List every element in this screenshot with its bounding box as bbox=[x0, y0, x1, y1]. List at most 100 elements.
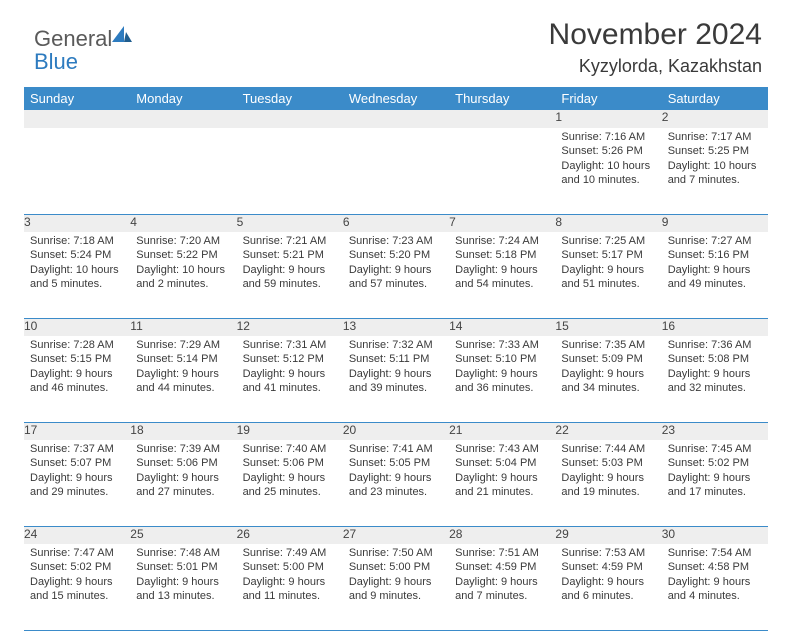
day-number-cell: 15 bbox=[555, 318, 661, 336]
sunset-text: Sunset: 5:08 PM bbox=[668, 352, 762, 366]
day-details: Sunrise: 7:23 AMSunset: 5:20 PMDaylight:… bbox=[343, 232, 449, 295]
day-details: Sunrise: 7:32 AMSunset: 5:11 PMDaylight:… bbox=[343, 336, 449, 399]
day-body-cell: Sunrise: 7:35 AMSunset: 5:09 PMDaylight:… bbox=[555, 336, 661, 422]
day-details: Sunrise: 7:54 AMSunset: 4:58 PMDaylight:… bbox=[662, 544, 768, 607]
title-block: November 2024 Kyzylorda, Kazakhstan bbox=[549, 18, 768, 77]
day-body-cell: Sunrise: 7:54 AMSunset: 4:58 PMDaylight:… bbox=[662, 544, 768, 630]
daylight-text: Daylight: 9 hours and 41 minutes. bbox=[243, 367, 337, 396]
day-details: Sunrise: 7:18 AMSunset: 5:24 PMDaylight:… bbox=[24, 232, 130, 295]
day-number-row: 12 bbox=[24, 110, 768, 128]
month-title: November 2024 bbox=[549, 18, 762, 52]
sunrise-text: Sunrise: 7:51 AM bbox=[455, 546, 549, 560]
daylight-text: Daylight: 9 hours and 44 minutes. bbox=[136, 367, 230, 396]
sunrise-text: Sunrise: 7:53 AM bbox=[561, 546, 655, 560]
sunrise-text: Sunrise: 7:33 AM bbox=[455, 338, 549, 352]
daylight-text: Daylight: 9 hours and 27 minutes. bbox=[136, 471, 230, 500]
sunrise-text: Sunrise: 7:18 AM bbox=[30, 234, 124, 248]
day-number-cell: 9 bbox=[662, 214, 768, 232]
day-body-cell: Sunrise: 7:49 AMSunset: 5:00 PMDaylight:… bbox=[237, 544, 343, 630]
day-number-cell: 17 bbox=[24, 422, 130, 440]
day-body-row: Sunrise: 7:18 AMSunset: 5:24 PMDaylight:… bbox=[24, 232, 768, 318]
day-number-cell bbox=[130, 110, 236, 128]
day-details: Sunrise: 7:50 AMSunset: 5:00 PMDaylight:… bbox=[343, 544, 449, 607]
sunset-text: Sunset: 5:26 PM bbox=[561, 144, 655, 158]
day-number-cell: 14 bbox=[449, 318, 555, 336]
day-number-row: 17181920212223 bbox=[24, 422, 768, 440]
day-body-cell: Sunrise: 7:50 AMSunset: 5:00 PMDaylight:… bbox=[343, 544, 449, 630]
day-body-cell bbox=[343, 128, 449, 214]
day-details: Sunrise: 7:29 AMSunset: 5:14 PMDaylight:… bbox=[130, 336, 236, 399]
day-number-cell: 27 bbox=[343, 526, 449, 544]
location-title: Kyzylorda, Kazakhstan bbox=[549, 56, 762, 77]
day-body-cell: Sunrise: 7:32 AMSunset: 5:11 PMDaylight:… bbox=[343, 336, 449, 422]
daylight-text: Daylight: 9 hours and 21 minutes. bbox=[455, 471, 549, 500]
day-number-cell: 6 bbox=[343, 214, 449, 232]
day-body-cell: Sunrise: 7:41 AMSunset: 5:05 PMDaylight:… bbox=[343, 440, 449, 526]
day-body-cell: Sunrise: 7:28 AMSunset: 5:15 PMDaylight:… bbox=[24, 336, 130, 422]
sunset-text: Sunset: 5:06 PM bbox=[243, 456, 337, 470]
day-body-row: Sunrise: 7:37 AMSunset: 5:07 PM Daylight:… bbox=[24, 440, 768, 526]
day-number-cell: 5 bbox=[237, 214, 343, 232]
day-body-cell: Sunrise: 7:43 AMSunset: 5:04 PMDaylight:… bbox=[449, 440, 555, 526]
day-number-cell: 12 bbox=[237, 318, 343, 336]
day-number-cell: 19 bbox=[237, 422, 343, 440]
brand-text: General Blue bbox=[34, 24, 132, 73]
sunrise-text: Sunrise: 7:20 AM bbox=[136, 234, 230, 248]
sunset-text: Sunset: 5:21 PM bbox=[243, 248, 337, 262]
daylight-text: Daylight: 9 hours and 19 minutes. bbox=[561, 471, 655, 500]
daylight-text: Daylight: 9 hours and 15 minutes. bbox=[30, 575, 124, 604]
sunset-text: Sunset: 5:14 PM bbox=[136, 352, 230, 366]
day-details: Sunrise: 7:48 AMSunset: 5:01 PMDaylight:… bbox=[130, 544, 236, 607]
daylight-text: Daylight: 10 hours and 10 minutes. bbox=[561, 159, 655, 188]
day-details: Sunrise: 7:35 AMSunset: 5:09 PMDaylight:… bbox=[555, 336, 661, 399]
daylight-text: Daylight: 9 hours and 11 minutes. bbox=[243, 575, 337, 604]
sunset-text: Sunset: 5:00 PM bbox=[243, 560, 337, 574]
day-body-cell: Sunrise: 7:45 AMSunset: 5:02 PMDaylight:… bbox=[662, 440, 768, 526]
daylight-text: Daylight: 9 hours and 54 minutes. bbox=[455, 263, 549, 292]
daylight-text: Daylight: 9 hours and 9 minutes. bbox=[349, 575, 443, 604]
day-number-row: 3456789 bbox=[24, 214, 768, 232]
daylight-text: Daylight: 9 hours and 13 minutes. bbox=[136, 575, 230, 604]
sunset-text: Sunset: 5:10 PM bbox=[455, 352, 549, 366]
daylight-text: Daylight: 9 hours and 59 minutes. bbox=[243, 263, 337, 292]
day-body-cell: Sunrise: 7:25 AMSunset: 5:17 PMDaylight:… bbox=[555, 232, 661, 318]
day-body-cell: Sunrise: 7:23 AMSunset: 5:20 PMDaylight:… bbox=[343, 232, 449, 318]
sunrise-text: Sunrise: 7:37 AM bbox=[30, 442, 124, 456]
day-number-cell: 3 bbox=[24, 214, 130, 232]
day-details: Sunrise: 7:25 AMSunset: 5:17 PMDaylight:… bbox=[555, 232, 661, 295]
day-body-cell: Sunrise: 7:53 AMSunset: 4:59 PMDaylight:… bbox=[555, 544, 661, 630]
day-number-cell bbox=[449, 110, 555, 128]
sunrise-text: Sunrise: 7:50 AM bbox=[349, 546, 443, 560]
daylight-text: Daylight: 9 hours and 32 minutes. bbox=[668, 367, 762, 396]
sunrise-text: Sunrise: 7:31 AM bbox=[243, 338, 337, 352]
sunset-text: Sunset: 5:11 PM bbox=[349, 352, 443, 366]
day-number-cell: 26 bbox=[237, 526, 343, 544]
day-number-row: 10111213141516 bbox=[24, 318, 768, 336]
daylight-text: Daylight: 9 hours and 49 minutes. bbox=[668, 263, 762, 292]
day-body-cell bbox=[237, 128, 343, 214]
sunset-text: Sunset: 4:59 PM bbox=[455, 560, 549, 574]
day-details: Sunrise: 7:17 AMSunset: 5:25 PMDaylight:… bbox=[662, 128, 768, 191]
sunset-text: Sunset: 5:07 PM bbox=[30, 456, 124, 470]
daylight-text: Daylight: 10 hours and 5 minutes. bbox=[30, 263, 124, 292]
day-body-cell: Sunrise: 7:39 AMSunset: 5:06 PMDaylight:… bbox=[130, 440, 236, 526]
day-number-cell: 22 bbox=[555, 422, 661, 440]
weekday-header: Monday bbox=[130, 87, 236, 110]
day-details: Sunrise: 7:47 AMSunset: 5:02 PMDaylight:… bbox=[24, 544, 130, 607]
day-body-cell bbox=[130, 128, 236, 214]
sunrise-text: Sunrise: 7:24 AM bbox=[455, 234, 549, 248]
sunrise-text: Sunrise: 7:47 AM bbox=[30, 546, 124, 560]
sunset-text: Sunset: 5:16 PM bbox=[668, 248, 762, 262]
weekday-header: Tuesday bbox=[237, 87, 343, 110]
day-details: Sunrise: 7:27 AMSunset: 5:16 PMDaylight:… bbox=[662, 232, 768, 295]
calendar-table: SundayMondayTuesdayWednesdayThursdayFrid… bbox=[24, 87, 768, 631]
day-details: Sunrise: 7:45 AMSunset: 5:02 PMDaylight:… bbox=[662, 440, 768, 503]
day-details: Sunrise: 7:41 AMSunset: 5:05 PMDaylight:… bbox=[343, 440, 449, 503]
day-body-cell: Sunrise: 7:20 AMSunset: 5:22 PMDaylight:… bbox=[130, 232, 236, 318]
day-details: Sunrise: 7:43 AMSunset: 5:04 PMDaylight:… bbox=[449, 440, 555, 503]
day-number-cell bbox=[343, 110, 449, 128]
brand-general: General bbox=[34, 26, 112, 51]
daylight-text: Daylight: 9 hours and 36 minutes. bbox=[455, 367, 549, 396]
day-details: Sunrise: 7:51 AMSunset: 4:59 PMDaylight:… bbox=[449, 544, 555, 607]
sunset-text: Sunset: 5:00 PM bbox=[349, 560, 443, 574]
